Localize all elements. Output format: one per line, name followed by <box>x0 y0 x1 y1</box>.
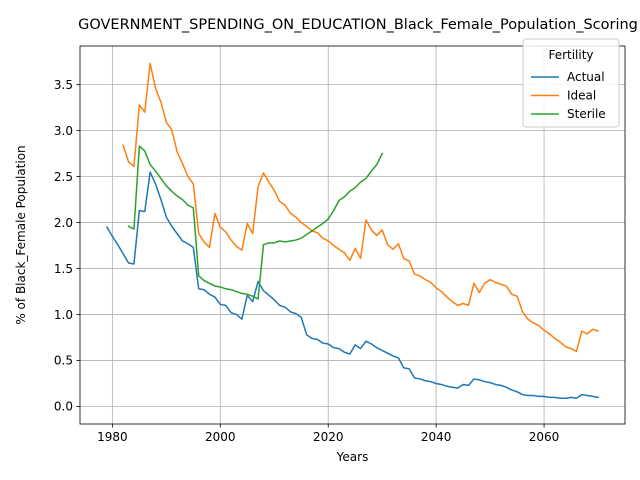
legend: Fertility Actual Ideal Sterile <box>522 38 620 128</box>
legend-title: Fertility <box>548 48 593 62</box>
x-tick-label: 2040 <box>421 430 452 444</box>
chart-title: GOVERNMENT_SPENDING_ON_EDUCATION_Black_F… <box>78 17 638 33</box>
plot-area-frame <box>79 45 626 425</box>
series-line-ideal <box>122 62 599 353</box>
x-tick-label: 2000 <box>205 430 236 444</box>
x-axis-ticks: 1980 2000 2020 2040 2060 <box>97 424 559 444</box>
y-tick-label: 2.0 <box>54 216 73 230</box>
legend-label-sterile: Sterile <box>567 107 606 121</box>
x-axis-label: Years <box>336 450 369 464</box>
series-line-sterile <box>127 145 384 300</box>
legend-label-actual: Actual <box>567 70 605 84</box>
y-axis-label: % of Black_Female Population <box>14 145 28 324</box>
series-line-actual <box>105 171 599 399</box>
x-tick-label: 2060 <box>529 430 560 444</box>
y-tick-label: 3.0 <box>54 124 73 138</box>
series-group <box>105 62 599 399</box>
y-tick-label: 1.0 <box>54 308 73 322</box>
x-tick-label: 1980 <box>97 430 128 444</box>
y-tick-label: 2.5 <box>54 170 73 184</box>
x-tick-label: 2020 <box>313 430 344 444</box>
y-tick-label: 3.5 <box>54 78 73 92</box>
legend-label-ideal: Ideal <box>567 89 596 103</box>
legend-items: Actual Ideal Sterile <box>531 70 606 121</box>
grid-lines <box>80 46 625 424</box>
y-tick-label: 0.0 <box>54 400 73 414</box>
legend-box <box>522 38 620 128</box>
y-tick-label: 0.5 <box>54 354 73 368</box>
y-tick-label: 1.5 <box>54 262 73 276</box>
y-axis-ticks: 0.0 0.5 1.0 1.5 2.0 2.5 3.0 3.5 <box>54 78 80 414</box>
